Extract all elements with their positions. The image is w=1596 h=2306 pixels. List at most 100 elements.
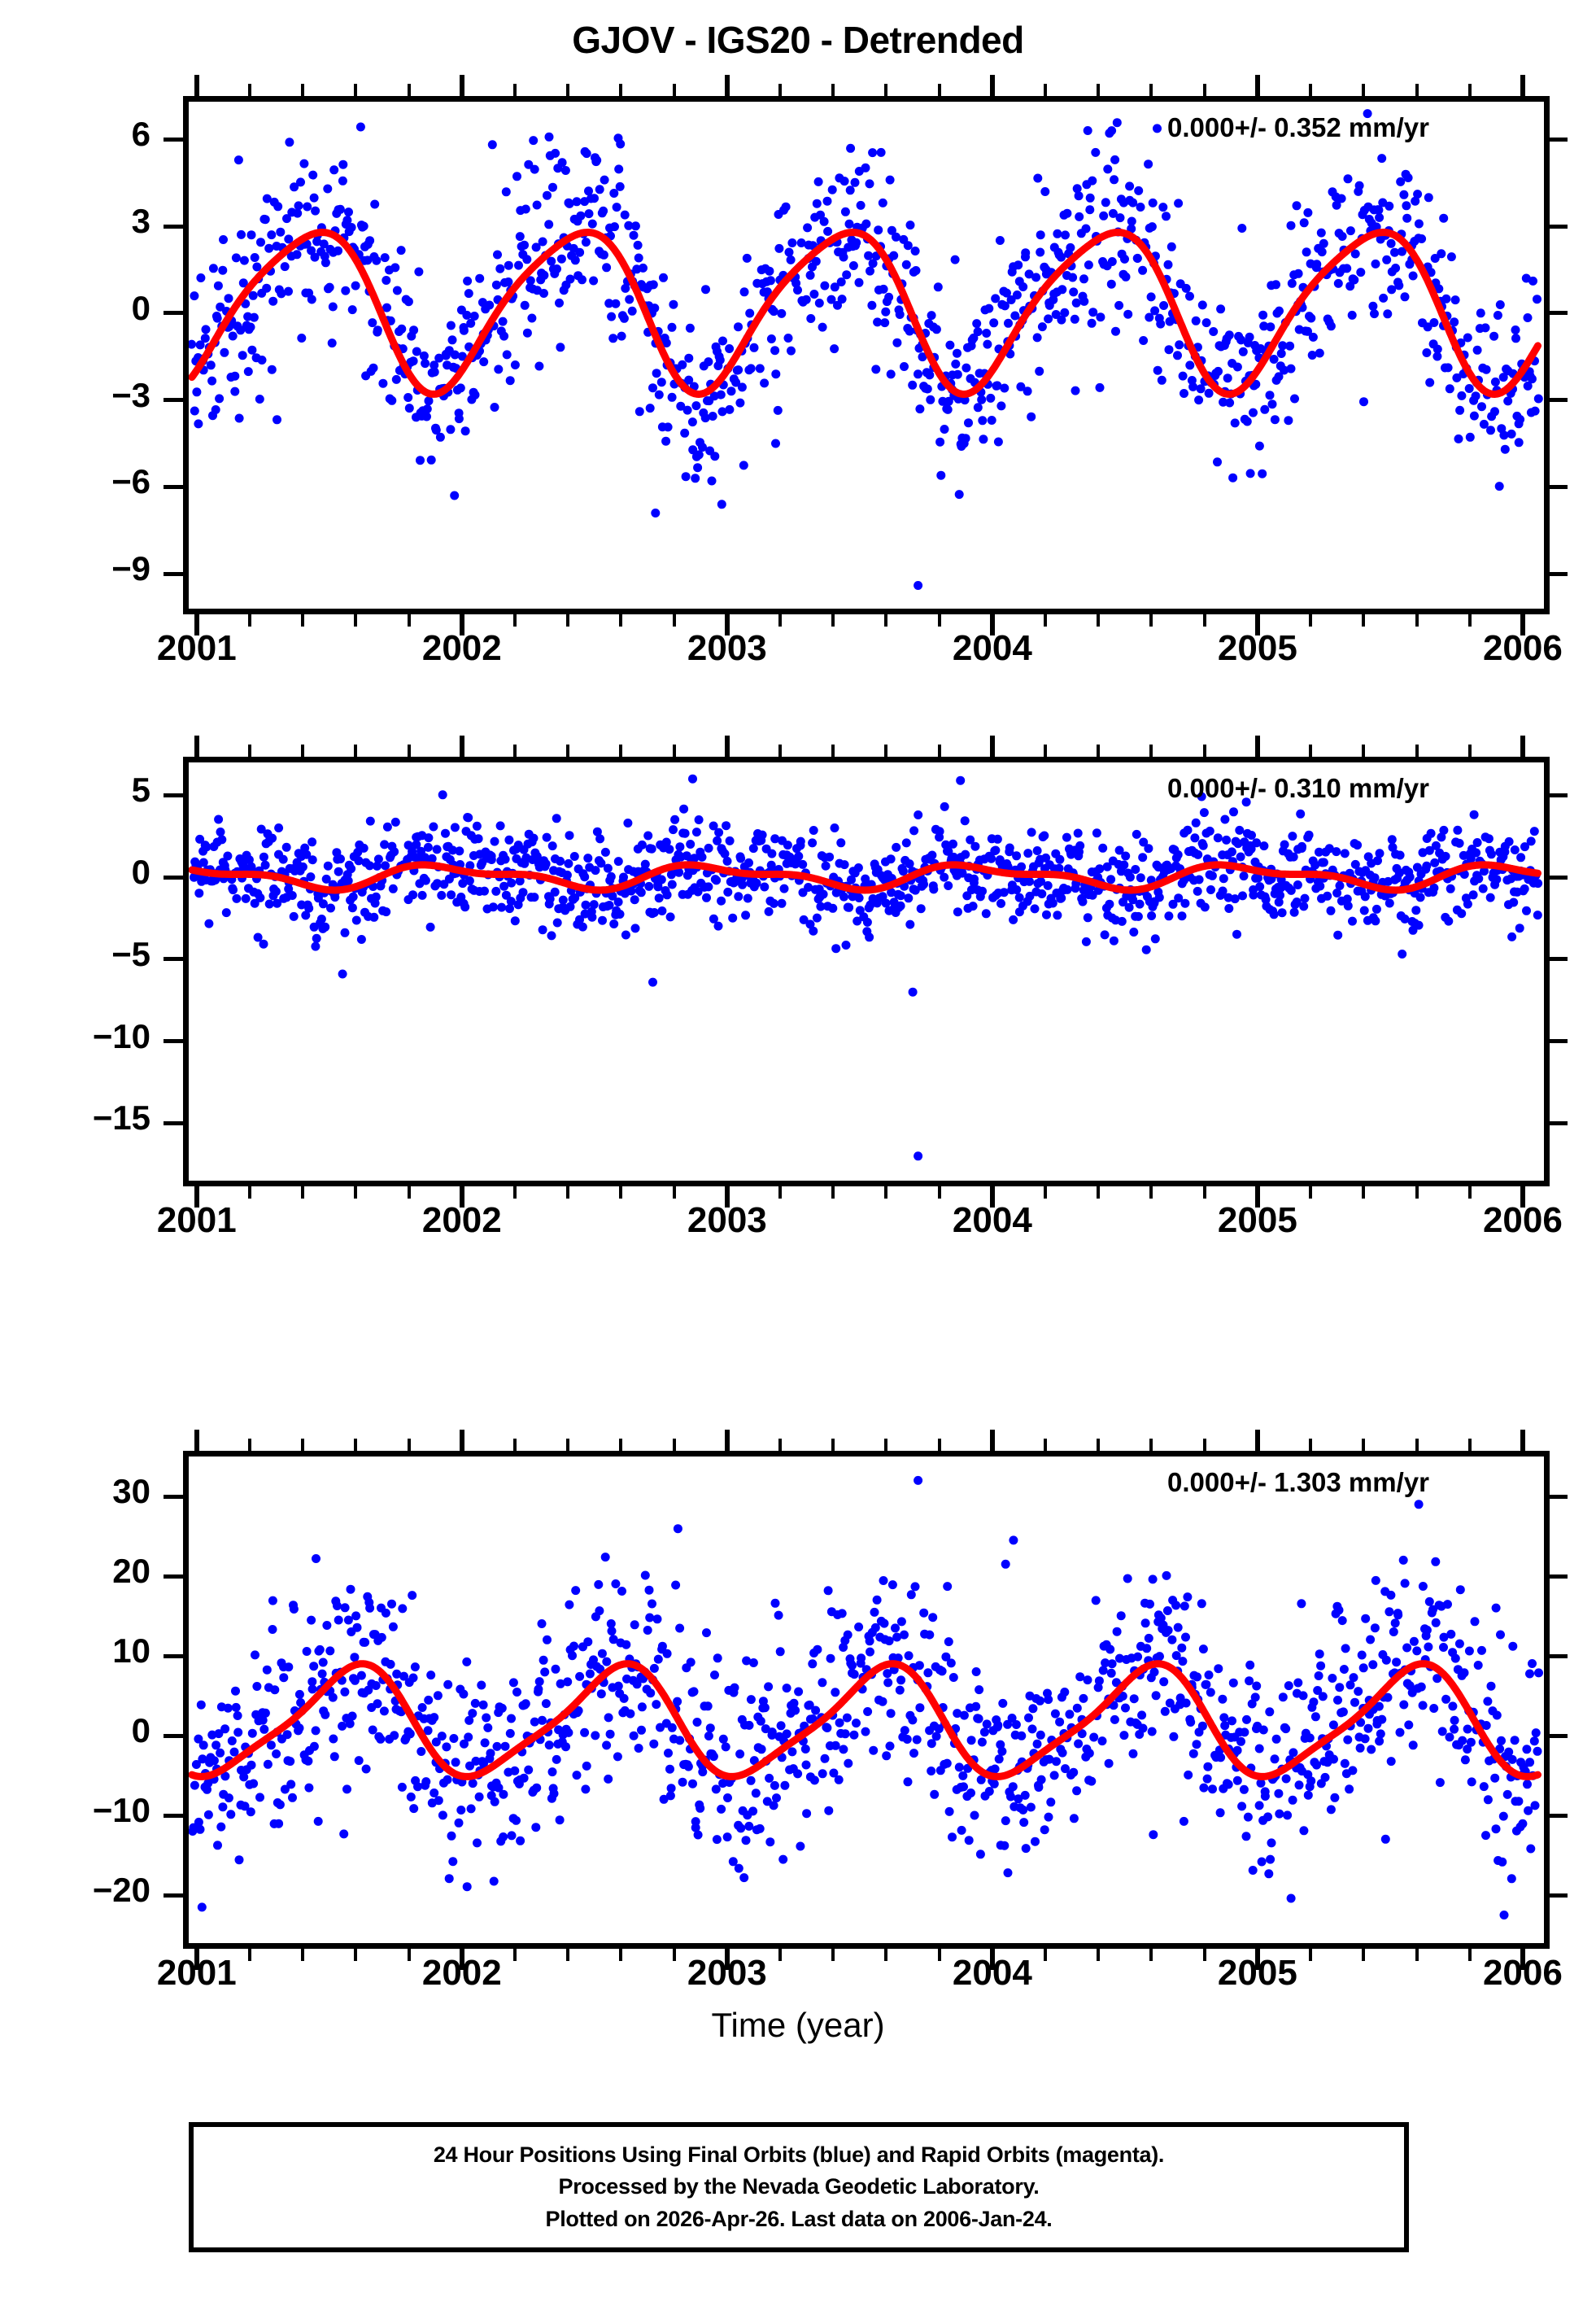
x-tick-mark-major [989, 614, 995, 635]
x-tick-mark-major [724, 1949, 730, 1970]
x-tick-label: 2004 [952, 1200, 1032, 1240]
x-tick-mark-top [513, 84, 517, 96]
y-tick-label: 5 [131, 771, 150, 810]
x-tick-mark-minor [247, 614, 251, 627]
x-tick-mark-minor [1044, 614, 1048, 627]
x-tick-mark-minor [566, 1186, 570, 1199]
x-tick-mark-top [1202, 745, 1206, 757]
x-tick-mark-top [1044, 84, 1048, 96]
x-tick-mark-minor [778, 614, 783, 627]
x-tick-mark-top [301, 84, 305, 96]
x-tick-mark-minor [1415, 1186, 1419, 1199]
x-tick-mark-minor [672, 1186, 676, 1199]
y-tick-mark [164, 484, 183, 489]
x-tick-mark-minor [1362, 1186, 1366, 1199]
x-tick-mark-minor [1309, 614, 1313, 627]
x-tick-mark-minor [778, 1186, 783, 1199]
caption-line-1: 24 Hour Positions Using Final Orbits (bl… [433, 2142, 1165, 2168]
x-tick-mark-top [1149, 1439, 1153, 1451]
x-tick-mark-top [1362, 1439, 1366, 1451]
caption-box: 24 Hour Positions Using Final Orbits (bl… [189, 2122, 1409, 2252]
x-tick-mark-minor [619, 1186, 623, 1199]
rate-annotation-east: 0.000+/- 0.352 mm/yr [1167, 112, 1429, 142]
x-tick-mark-top [1149, 745, 1153, 757]
x-tick-label: 2005 [1217, 1953, 1297, 1993]
x-tick-mark-top [778, 1439, 783, 1451]
x-tick-mark-top [1520, 736, 1525, 757]
x-tick-mark-top [831, 745, 835, 757]
x-tick-mark-top [1254, 75, 1260, 96]
x-tick-mark-minor [1202, 1949, 1206, 1961]
x-tick-mark-top [619, 1439, 623, 1451]
caption-line-2: Processed by the Nevada Geodetic Laborat… [558, 2174, 1040, 2199]
y-tick-mark-right [1550, 398, 1568, 403]
y-tick-mark-right [1550, 793, 1568, 797]
x-tick-mark-minor [1149, 614, 1153, 627]
x-tick-mark-minor [1097, 614, 1101, 627]
x-tick-mark-top [301, 745, 305, 757]
y-tick-mark-right [1550, 1120, 1568, 1125]
x-tick-mark-minor [354, 1186, 358, 1199]
y-tick-mark-right [1550, 311, 1568, 316]
y-tick-mark-right [1550, 1653, 1568, 1658]
x-tick-mark-minor [884, 1949, 888, 1961]
x-tick-label: 2002 [421, 628, 502, 668]
x-tick-label: 2001 [156, 628, 237, 668]
x-tick-mark-minor [1202, 614, 1206, 627]
x-tick-label: 2002 [421, 1200, 502, 1240]
plot-area-north[interactable] [183, 757, 1550, 1186]
y-tick-mark [164, 957, 183, 962]
x-tick-mark-minor [778, 1949, 783, 1961]
x-tick-mark-minor [354, 614, 358, 627]
x-tick-mark-top [247, 84, 251, 96]
x-tick-mark-top [672, 1439, 676, 1451]
x-tick-mark-minor [513, 1186, 517, 1199]
x-tick-mark-minor [619, 1949, 623, 1961]
x-tick-mark-minor [1415, 614, 1419, 627]
series-canvas-north [189, 774, 1543, 1161]
y-tick-mark-right [1550, 1494, 1568, 1499]
x-tick-mark-top [1044, 745, 1048, 757]
plot-area-up[interactable] [183, 1451, 1550, 1949]
series-canvas-up [189, 1475, 1543, 1919]
y-tick-mark [164, 571, 183, 576]
y-tick-mark-right [1550, 957, 1568, 962]
x-tick-label: 2003 [687, 628, 767, 668]
y-tick-label: −15 [92, 1098, 150, 1138]
y-tick-mark [164, 1653, 183, 1658]
y-tick-label: −3 [111, 375, 150, 414]
x-tick-mark-minor [301, 1186, 305, 1199]
x-tick-mark-minor [672, 1949, 676, 1961]
x-tick-mark-top [1467, 745, 1472, 757]
y-tick-label: −10 [92, 1791, 150, 1830]
y-tick-label: 0 [131, 288, 150, 327]
x-tick-mark-top [884, 84, 888, 96]
x-axis-label: Time (year) [711, 2006, 885, 2044]
x-tick-mark-top [1097, 745, 1101, 757]
x-tick-mark-top [566, 1439, 570, 1451]
x-tick-mark-top [194, 736, 199, 757]
x-tick-mark-major [1254, 1949, 1260, 1970]
x-tick-mark-minor [247, 1186, 251, 1199]
x-tick-mark-top [194, 75, 199, 96]
x-tick-mark-top [884, 745, 888, 757]
x-tick-mark-top [1309, 1439, 1313, 1451]
y-tick-mark-right [1550, 224, 1568, 229]
plot-area-east[interactable] [183, 96, 1550, 614]
x-tick-mark-minor [1097, 1186, 1101, 1199]
x-tick-mark-minor [1362, 1949, 1366, 1961]
x-tick-label: 2001 [156, 1200, 237, 1240]
y-tick-label: 0 [131, 853, 150, 892]
x-tick-mark-minor [566, 614, 570, 627]
x-tick-mark-top [407, 1439, 411, 1451]
y-tick-mark [164, 1494, 183, 1499]
x-tick-mark-top [937, 745, 941, 757]
x-tick-mark-minor [937, 614, 941, 627]
x-tick-mark-minor [884, 1186, 888, 1199]
x-tick-mark-top [672, 745, 676, 757]
y-tick-mark-right [1550, 1893, 1568, 1898]
x-tick-mark-minor [1202, 1186, 1206, 1199]
y-tick-mark-right [1550, 484, 1568, 489]
x-tick-mark-major [194, 614, 199, 635]
